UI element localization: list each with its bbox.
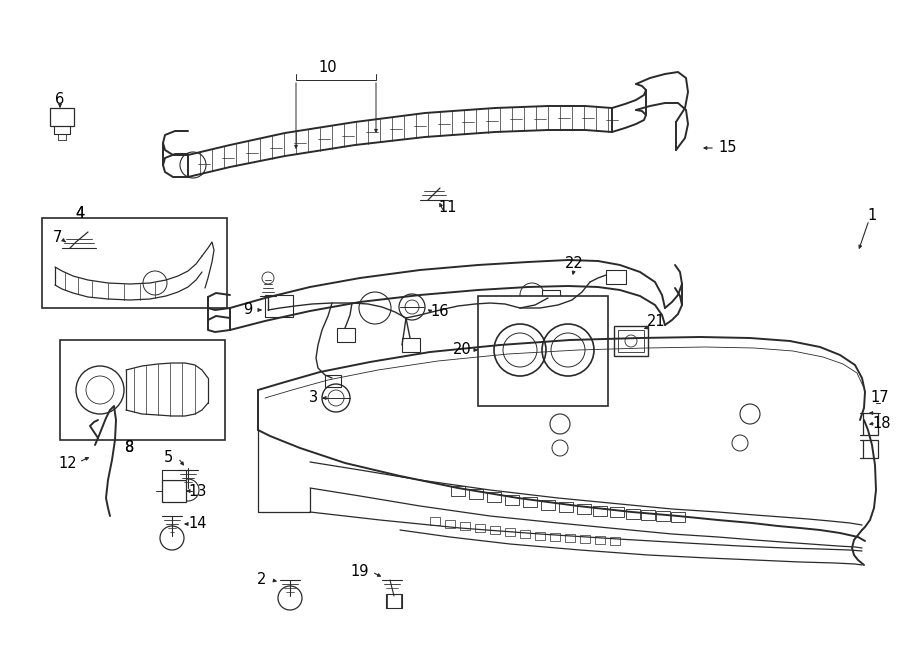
Bar [50, 108, 74, 126]
Text: 18: 18 [873, 416, 891, 430]
Text: 14: 14 [189, 516, 207, 531]
Bar [451, 486, 465, 496]
Bar [577, 504, 591, 514]
Bar [535, 532, 545, 540]
Text: 9: 9 [243, 303, 253, 317]
Bar [60, 340, 225, 440]
Text: 2: 2 [257, 572, 266, 588]
Bar [520, 530, 530, 538]
Bar [402, 338, 420, 352]
Bar [475, 524, 485, 532]
Bar [490, 526, 500, 534]
Circle shape [278, 586, 302, 610]
Text: 22: 22 [564, 256, 583, 272]
Text: 11: 11 [439, 200, 457, 215]
Bar [325, 375, 341, 387]
Bar [618, 330, 644, 352]
Bar [445, 520, 455, 528]
Bar [460, 522, 470, 530]
Bar [641, 510, 655, 520]
Circle shape [177, 479, 199, 501]
Bar [478, 296, 608, 406]
Text: 21: 21 [647, 315, 665, 329]
Bar [595, 536, 605, 544]
Text: 8: 8 [125, 440, 135, 455]
Text: 12: 12 [58, 457, 77, 471]
Text: 3: 3 [310, 391, 319, 405]
Bar [610, 507, 624, 517]
Text: 1: 1 [868, 208, 877, 223]
Text: 4: 4 [76, 206, 85, 221]
Text: 6: 6 [56, 93, 65, 108]
Bar [523, 497, 537, 507]
Bar [863, 440, 878, 458]
Bar [565, 534, 575, 542]
Bar [505, 495, 519, 505]
Circle shape [160, 526, 184, 550]
Text: 13: 13 [189, 483, 207, 498]
Bar [386, 594, 402, 608]
Bar [863, 413, 878, 435]
Bar [580, 535, 590, 543]
Bar [265, 295, 293, 317]
Bar [656, 511, 670, 521]
Bar [606, 270, 626, 284]
Bar [162, 480, 186, 502]
Bar [487, 492, 501, 502]
Bar [430, 517, 440, 525]
Bar [614, 326, 648, 356]
Text: 5: 5 [164, 451, 173, 465]
Bar [505, 528, 515, 536]
Bar [593, 506, 607, 516]
Bar [42, 218, 227, 308]
Bar [541, 500, 555, 510]
Text: 8: 8 [125, 440, 135, 455]
Text: 4: 4 [76, 206, 85, 221]
Text: 16: 16 [431, 305, 449, 319]
Bar [671, 512, 685, 522]
Bar [550, 533, 560, 541]
Text: 15: 15 [719, 141, 737, 155]
Bar [626, 509, 640, 519]
Bar [559, 502, 573, 512]
Text: 17: 17 [870, 389, 889, 405]
Bar [337, 328, 355, 342]
Text: 20: 20 [453, 342, 472, 358]
Bar [469, 489, 483, 499]
Text: 7: 7 [52, 231, 62, 245]
Text: 10: 10 [319, 61, 338, 75]
Bar [162, 470, 186, 480]
Text: 19: 19 [351, 564, 369, 580]
Bar [610, 537, 620, 545]
Bar [542, 290, 560, 304]
